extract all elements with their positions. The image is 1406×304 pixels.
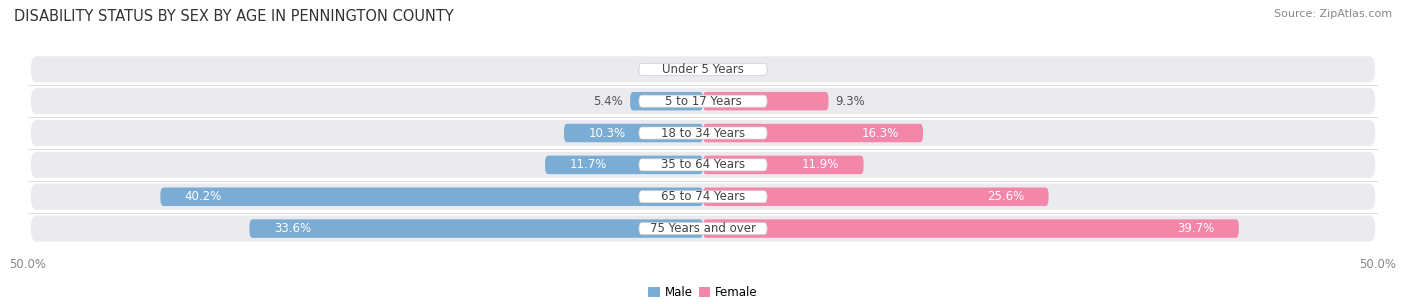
- FancyBboxPatch shape: [31, 88, 1375, 114]
- Text: 11.9%: 11.9%: [801, 158, 839, 171]
- Text: 40.2%: 40.2%: [184, 190, 222, 203]
- FancyBboxPatch shape: [31, 120, 1375, 146]
- FancyBboxPatch shape: [31, 56, 1375, 82]
- FancyBboxPatch shape: [31, 152, 1375, 178]
- Text: 18 to 34 Years: 18 to 34 Years: [661, 126, 745, 140]
- FancyBboxPatch shape: [703, 219, 1239, 238]
- FancyBboxPatch shape: [638, 159, 768, 171]
- FancyBboxPatch shape: [160, 188, 703, 206]
- FancyBboxPatch shape: [638, 223, 768, 235]
- Text: 33.6%: 33.6%: [274, 222, 311, 235]
- FancyBboxPatch shape: [31, 184, 1375, 210]
- FancyBboxPatch shape: [630, 92, 703, 110]
- FancyBboxPatch shape: [546, 156, 703, 174]
- Text: 5 to 17 Years: 5 to 17 Years: [665, 95, 741, 108]
- Text: Under 5 Years: Under 5 Years: [662, 63, 744, 76]
- Text: 75 Years and over: 75 Years and over: [650, 222, 756, 235]
- Text: DISABILITY STATUS BY SEX BY AGE IN PENNINGTON COUNTY: DISABILITY STATUS BY SEX BY AGE IN PENNI…: [14, 9, 454, 24]
- Text: 9.3%: 9.3%: [835, 95, 865, 108]
- FancyBboxPatch shape: [638, 63, 768, 75]
- FancyBboxPatch shape: [703, 156, 863, 174]
- Text: 16.3%: 16.3%: [862, 126, 898, 140]
- Text: 5.4%: 5.4%: [593, 95, 623, 108]
- Legend: Male, Female: Male, Female: [644, 281, 762, 304]
- FancyBboxPatch shape: [703, 188, 1049, 206]
- FancyBboxPatch shape: [564, 124, 703, 142]
- FancyBboxPatch shape: [703, 124, 922, 142]
- FancyBboxPatch shape: [638, 95, 768, 107]
- Text: 35 to 64 Years: 35 to 64 Years: [661, 158, 745, 171]
- Text: Source: ZipAtlas.com: Source: ZipAtlas.com: [1274, 9, 1392, 19]
- FancyBboxPatch shape: [249, 219, 703, 238]
- Text: 11.7%: 11.7%: [569, 158, 607, 171]
- Text: 10.3%: 10.3%: [588, 126, 626, 140]
- FancyBboxPatch shape: [31, 216, 1375, 242]
- Text: 25.6%: 25.6%: [987, 190, 1024, 203]
- Text: 65 to 74 Years: 65 to 74 Years: [661, 190, 745, 203]
- FancyBboxPatch shape: [703, 92, 828, 110]
- FancyBboxPatch shape: [638, 127, 768, 139]
- Text: 39.7%: 39.7%: [1177, 222, 1215, 235]
- FancyBboxPatch shape: [638, 191, 768, 203]
